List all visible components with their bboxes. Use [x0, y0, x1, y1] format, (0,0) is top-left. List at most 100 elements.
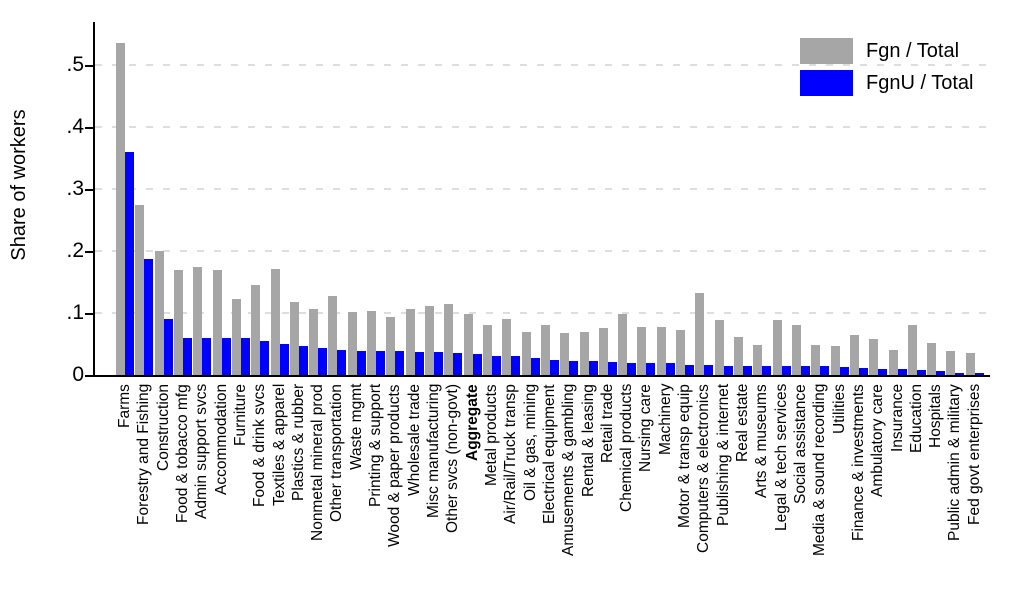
- bar-group: [521, 331, 540, 375]
- bar-fgnu-total: [414, 352, 424, 375]
- bar-fgn-total: [367, 311, 377, 375]
- bar-group: [598, 327, 617, 375]
- bar-fgnu-total: [298, 345, 308, 375]
- bar-group: [135, 204, 154, 375]
- bar-fgnu-total: [781, 365, 791, 375]
- bar-group: [618, 313, 637, 375]
- bar-group: [869, 339, 888, 375]
- x-tick-label: Arts & museums: [753, 384, 771, 498]
- x-tick-label: Retail trade: [598, 384, 616, 464]
- bar-fgnu-total: [434, 352, 443, 375]
- x-tick-label: Farms: [116, 384, 133, 428]
- bar-fgnu-total: [665, 363, 675, 375]
- gridline: [95, 188, 990, 190]
- bar-fgn-total: [309, 309, 319, 375]
- x-tick-label: Hospitals: [927, 384, 945, 448]
- bar-group: [849, 334, 868, 375]
- bar-fgnu-total: [858, 368, 868, 375]
- bar-group: [347, 312, 366, 375]
- bar-fgnu-total: [530, 358, 540, 375]
- bar-group: [328, 296, 347, 375]
- bar-fgn-total: [656, 326, 666, 375]
- bar-fgn-total: [386, 317, 396, 375]
- bar-group: [676, 330, 695, 375]
- x-tick-label: Ambulatory care: [869, 384, 887, 497]
- bar-fgnu-total: [916, 370, 926, 375]
- bar-fgnu-total: [472, 353, 482, 375]
- x-tick-label: Amusements & gambling: [560, 384, 578, 557]
- x-tick-label: Computers & electronics: [695, 384, 713, 553]
- x-tick-label: Textiles & apparel: [270, 384, 288, 507]
- bar-group: [251, 285, 270, 375]
- bar-group: [811, 344, 830, 375]
- x-tick-label: Food & tobacco mfg: [173, 384, 191, 523]
- y-tick-mark: [85, 127, 93, 129]
- bar-fgn-total: [289, 301, 299, 375]
- bar-group: [270, 269, 289, 375]
- x-tick-label: Other transportation: [328, 384, 346, 522]
- legend-item-fgn: Fgn / Total: [800, 38, 973, 64]
- x-tick-label: Legal & tech services: [772, 384, 790, 532]
- bar-fgn-total: [714, 320, 724, 375]
- bar-fgnu-total: [356, 350, 366, 375]
- bar-fgn-total: [212, 269, 222, 375]
- x-tick-label: Machinery: [656, 384, 674, 456]
- bar-fgnu-total: [221, 338, 231, 375]
- bar-group: [927, 343, 946, 375]
- bar-group: [173, 270, 192, 375]
- bar-group: [830, 345, 849, 375]
- bar-fgnu-total: [936, 371, 946, 375]
- bar-fgn-total: [579, 331, 589, 375]
- bar-fgnu-total: [723, 365, 733, 375]
- bar-fgn-total: [231, 299, 241, 375]
- bar-group: [502, 319, 521, 375]
- x-tick-label: Construction: [154, 384, 172, 472]
- bar-group: [637, 327, 656, 375]
- legend-item-fgnu: FgnU / Total: [800, 70, 973, 96]
- bar-group: [714, 320, 733, 375]
- x-tick-label: Electrical equipment: [540, 384, 558, 524]
- bar-group: [386, 317, 405, 375]
- x-tick-label: Aggregate: [463, 384, 481, 461]
- bar-fgn-total: [560, 332, 570, 375]
- x-tick-label: Insurance: [888, 384, 906, 453]
- bar-fgnu-total: [685, 364, 695, 375]
- y-tick-label: .1: [66, 301, 84, 324]
- bar-fgn-total: [270, 269, 280, 375]
- y-axis-title: Share of workers: [8, 109, 30, 261]
- x-tick-label: Media & sound recording: [811, 384, 829, 557]
- bar-group: [560, 332, 579, 375]
- bar-group: [907, 324, 926, 375]
- bar-fgnu-total: [607, 362, 617, 375]
- gridline: [95, 312, 990, 314]
- x-tick-label: Chemical products: [618, 384, 636, 513]
- bar-group: [463, 314, 482, 375]
- x-tick-label: Nonmetal mineral prod: [309, 384, 327, 541]
- bar-fgn-total: [405, 309, 415, 375]
- x-tick-label: Admin support svcs: [193, 384, 211, 520]
- bar-fgn-total: [830, 345, 840, 375]
- bar-fgn-total: [444, 304, 454, 375]
- bar-fgn-total: [425, 305, 434, 375]
- y-tick-mark: [85, 375, 93, 377]
- bar-group: [656, 326, 675, 375]
- bar-fgnu-total: [240, 338, 250, 375]
- bar-group: [193, 266, 212, 375]
- x-tick-label: Accommodation: [212, 384, 230, 496]
- x-tick-label: Furniture: [231, 384, 249, 447]
- bar-group: [791, 325, 810, 375]
- x-tick-label: Fed govt enterprises: [965, 384, 983, 526]
- bar-fgn-total: [791, 325, 801, 375]
- bar-fgn-total: [965, 352, 975, 375]
- gridline: [95, 126, 990, 128]
- bar-fgn-total: [869, 339, 879, 375]
- y-tick-label: .4: [66, 115, 84, 138]
- y-tick-mark: [85, 251, 93, 253]
- bar-fgnu-total: [588, 361, 598, 375]
- bar-fgnu-total: [511, 356, 521, 375]
- bar-group: [965, 352, 984, 375]
- bar-fgn-total: [907, 324, 917, 375]
- x-tick-label: Printing & support: [367, 384, 385, 508]
- x-tick-label: Metal products: [482, 384, 500, 486]
- bar-group: [405, 309, 424, 375]
